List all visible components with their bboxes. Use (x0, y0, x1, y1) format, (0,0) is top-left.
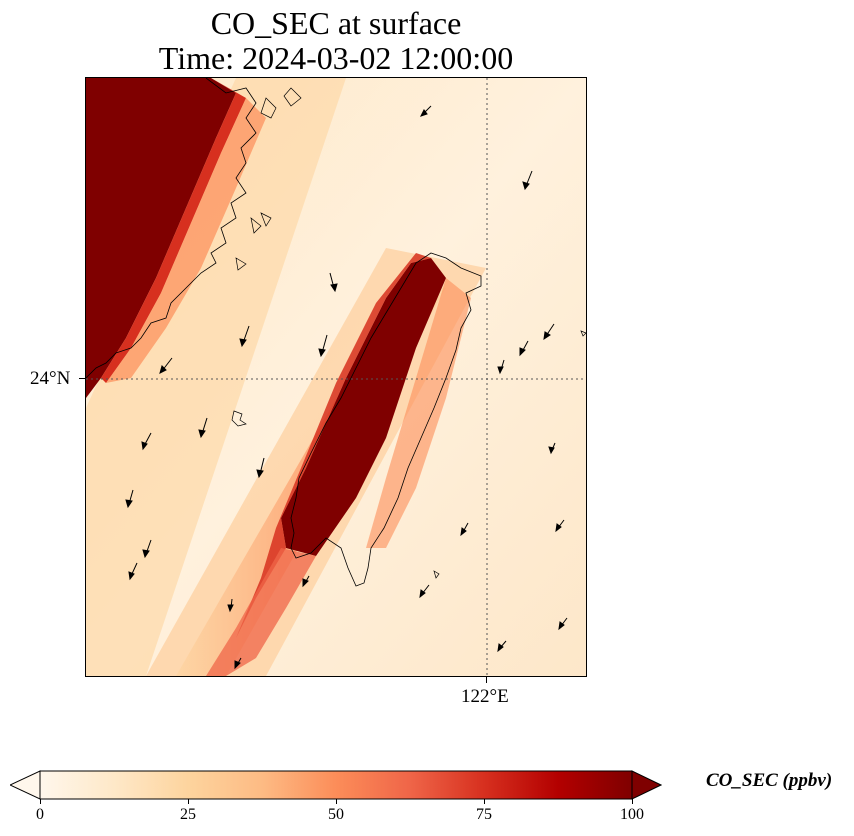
coastline-mainland (86, 78, 257, 379)
wind-arrow (519, 340, 529, 357)
colorbar-tick-label: 100 (620, 806, 644, 823)
island-plume-tail (206, 548, 316, 676)
wind-arrow (497, 359, 505, 375)
wind-arrow (548, 442, 556, 455)
island-east-glow (366, 278, 471, 548)
colorbar-tick-label: 0 (36, 806, 44, 823)
wind-arrow (239, 325, 250, 348)
wind-arrow (302, 575, 310, 588)
wind-arrow (227, 598, 234, 613)
wind-arrow (460, 522, 469, 537)
wind-arrow (497, 640, 507, 653)
map-canvas (86, 78, 586, 676)
coastline-small-isle-east (433, 330, 586, 579)
colorbar-tickmark (40, 799, 41, 804)
lat-tickmark (79, 378, 85, 379)
wind-arrow (522, 170, 533, 191)
wind-arrow (329, 272, 338, 293)
lat-label-24N: 24°N (30, 368, 71, 389)
wind-arrow (234, 657, 242, 670)
wind-vectors (125, 105, 568, 670)
wind-arrow (543, 323, 555, 341)
map-title-line1: CO_SEC at surface (210, 5, 462, 41)
wind-arrow (125, 489, 134, 509)
coastline-taiwan (290, 252, 482, 587)
wind-arrow (558, 617, 568, 631)
wind-arrow (142, 539, 152, 559)
colorbar-tickmark (632, 799, 633, 804)
colorbar-extend-high (631, 770, 662, 800)
map-panel[interactable] (85, 77, 587, 677)
colorbar-tick-label: 25 (180, 806, 196, 823)
wind-arrow (420, 105, 432, 117)
wind-arrow (555, 519, 565, 533)
colorbar-label: CO_SEC (ppbv) (706, 770, 833, 791)
colorbar-tickmark (484, 799, 485, 804)
mainland-edge (101, 78, 246, 383)
lon-label-122E: 122°E (461, 686, 509, 707)
mainland-fringe (106, 98, 266, 383)
colorbar-tick-label: 75 (476, 806, 492, 823)
colorbar-gradient (39, 770, 633, 800)
map-title-line2: Time: 2024-03-02 12:00:00 (158, 40, 514, 76)
wind-arrow (198, 417, 208, 439)
coastline-islands-north (235, 87, 302, 271)
colorbar-tickmark (336, 799, 337, 804)
high-concentration-island (281, 258, 446, 556)
colorbar-tick-label: 50 (328, 806, 344, 823)
coastline-penghu (231, 410, 247, 427)
lon-tickmark (486, 677, 487, 683)
colorbar-tickmark (188, 799, 189, 804)
island-plume-edge (236, 253, 431, 638)
high-concentration-mainland (86, 78, 236, 398)
wind-arrow (256, 457, 265, 479)
wind-arrow (419, 584, 430, 599)
wind-arrow (128, 562, 138, 581)
plume-halo-nw (86, 78, 346, 676)
wind-arrow (318, 334, 328, 358)
colorbar-extend-low (10, 770, 41, 800)
wind-arrow (159, 357, 173, 374)
colorbar (10, 770, 662, 800)
wind-arrow (141, 432, 152, 451)
